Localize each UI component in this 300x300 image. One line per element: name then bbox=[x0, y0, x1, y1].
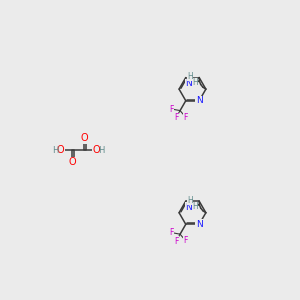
Text: O: O bbox=[81, 133, 88, 143]
Text: F: F bbox=[174, 237, 178, 246]
Text: F: F bbox=[169, 228, 174, 237]
Text: F: F bbox=[183, 112, 188, 122]
Text: H: H bbox=[188, 72, 193, 81]
Text: O: O bbox=[93, 145, 100, 155]
Text: F: F bbox=[174, 113, 178, 122]
Text: N: N bbox=[196, 96, 202, 105]
Text: F: F bbox=[183, 236, 188, 245]
Text: H: H bbox=[99, 146, 105, 155]
Text: N: N bbox=[196, 220, 202, 229]
Text: N: N bbox=[185, 79, 192, 88]
Text: H: H bbox=[192, 78, 198, 87]
Text: O: O bbox=[69, 158, 76, 167]
Text: H: H bbox=[192, 202, 198, 211]
Polygon shape bbox=[188, 205, 200, 209]
Text: H: H bbox=[52, 146, 59, 155]
Text: O: O bbox=[57, 145, 64, 155]
Polygon shape bbox=[188, 81, 200, 85]
Text: H: H bbox=[188, 196, 193, 205]
Text: F: F bbox=[169, 104, 174, 113]
Text: N: N bbox=[185, 202, 192, 211]
